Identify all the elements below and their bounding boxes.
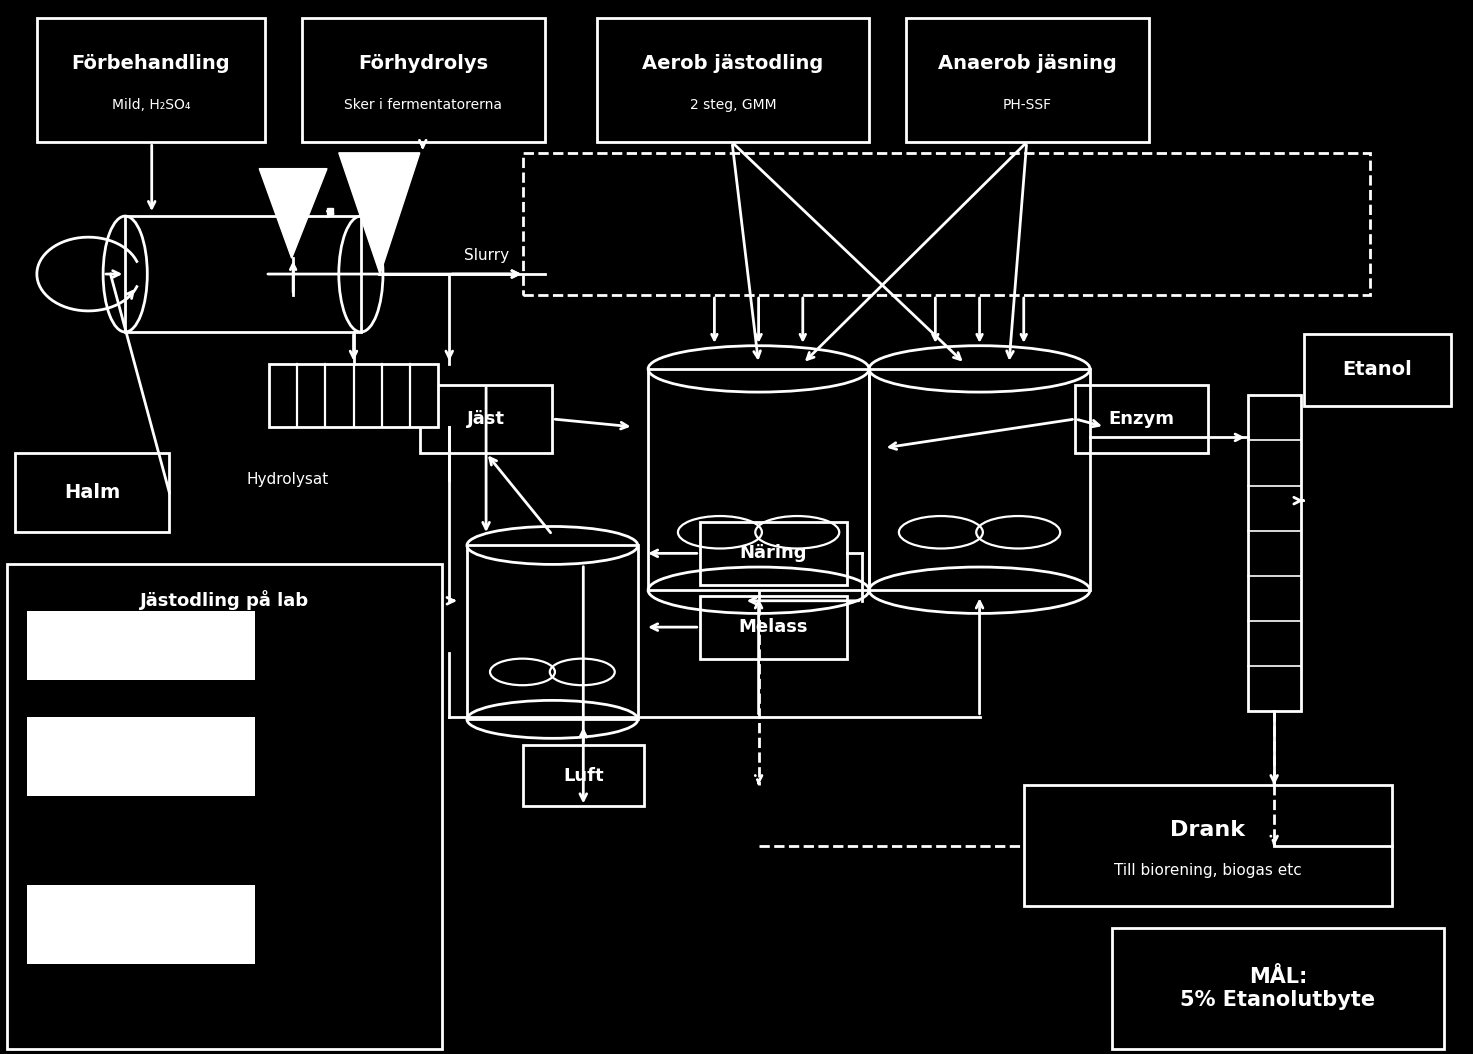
Text: Halm: Halm [63, 483, 121, 503]
Bar [27, 611, 255, 680]
Text: Etanol: Etanol [1342, 360, 1413, 379]
Bar [1075, 385, 1208, 453]
Text: Mild, H₂SO₄: Mild, H₂SO₄ [112, 98, 190, 112]
Bar [906, 18, 1149, 142]
Polygon shape [259, 169, 327, 258]
Text: Slurry: Slurry [464, 248, 510, 262]
Text: Drank: Drank [1171, 820, 1245, 840]
Text: Luft: Luft [563, 766, 604, 785]
Text: Hydrolysat: Hydrolysat [246, 472, 328, 487]
Bar [700, 596, 847, 659]
Bar [7, 564, 442, 1049]
Text: Jästodling på lab: Jästodling på lab [140, 590, 309, 610]
Bar [700, 522, 847, 585]
Text: Aerob jästodling: Aerob jästodling [642, 55, 823, 74]
Bar [15, 453, 169, 532]
Text: Förhydrolys: Förhydrolys [358, 55, 489, 74]
Bar [1304, 334, 1451, 406]
Bar [37, 18, 265, 142]
Text: Jäst: Jäst [467, 410, 505, 428]
Text: PH-SSF: PH-SSF [1003, 98, 1052, 112]
Text: Melass: Melass [738, 618, 809, 637]
Text: Enzym: Enzym [1109, 410, 1174, 428]
Text: Anaerob jäsning: Anaerob jäsning [938, 55, 1117, 74]
Bar [268, 364, 439, 427]
Bar [420, 385, 552, 453]
Bar [523, 153, 1370, 295]
Text: MÅL:
5% Etanolutbyte: MÅL: 5% Etanolutbyte [1180, 967, 1376, 1010]
Bar [523, 745, 644, 806]
Bar [27, 717, 255, 796]
Text: 2 steg, GMM: 2 steg, GMM [689, 98, 776, 112]
Bar [27, 885, 255, 964]
Text: Förbehandling: Förbehandling [72, 55, 230, 74]
Bar [1248, 395, 1301, 711]
Text: Näring: Näring [739, 544, 807, 563]
Bar [1112, 928, 1444, 1049]
Polygon shape [339, 153, 420, 274]
Text: Sker i fermentatorerna: Sker i fermentatorerna [345, 98, 502, 112]
Bar [302, 18, 545, 142]
Text: Till biorening, biogas etc: Till biorening, biogas etc [1114, 862, 1302, 878]
Bar [1024, 785, 1392, 906]
Bar [597, 18, 869, 142]
